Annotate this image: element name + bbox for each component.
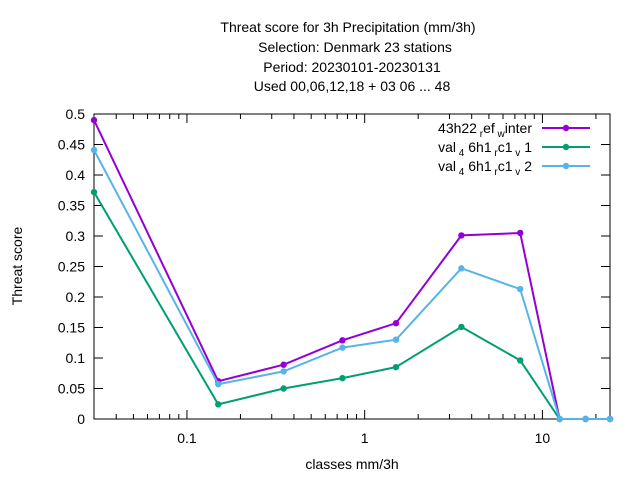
y-tick-label: 0.25 xyxy=(58,259,85,275)
data-point xyxy=(339,374,346,382)
data-point xyxy=(280,361,287,368)
data-point xyxy=(458,323,465,331)
title-line-3: Period: 20230101-20230131 xyxy=(263,59,441,75)
data-point xyxy=(215,401,222,408)
legend-label-3: val 4 6h1 rc1 v 2 xyxy=(438,158,532,178)
data-point xyxy=(392,336,400,343)
y-tick-label: 0 xyxy=(77,411,85,427)
x-tick-label: 1 xyxy=(361,430,369,446)
series-layer xyxy=(90,116,614,423)
data-point xyxy=(339,337,346,344)
y-tick-label: 0.5 xyxy=(66,106,86,122)
title-line-4: Used 00,06,12,18 + 03 06 ... 48 xyxy=(254,78,451,94)
data-point xyxy=(517,357,524,364)
data-point xyxy=(458,265,465,272)
data-point xyxy=(90,146,98,154)
plot-frame xyxy=(93,113,611,420)
y-tick-label: 0.1 xyxy=(66,350,86,366)
data-point xyxy=(392,320,400,327)
data-point xyxy=(606,415,614,423)
y-tick-labels: 0 0.05 0.1 0.15 0.2 0.25 0.3 0.35 0.4 0.45 0.5 xyxy=(58,106,85,427)
x-tick-label: 10 xyxy=(535,430,551,446)
data-point xyxy=(90,188,98,196)
data-point xyxy=(458,232,465,239)
legend-marker-3 xyxy=(562,162,570,170)
y-axis-label: Threat score xyxy=(9,226,25,305)
data-point xyxy=(339,344,346,351)
y-tick-label: 0.45 xyxy=(58,137,85,153)
x-axis-label: classes mm/3h xyxy=(305,456,398,472)
series-line-3 xyxy=(93,149,610,420)
legend-marker-1 xyxy=(562,124,570,132)
data-point xyxy=(280,385,287,392)
data-point xyxy=(582,415,589,423)
data-point xyxy=(90,116,98,124)
series-line-2 xyxy=(93,191,610,420)
legend-marker-2 xyxy=(562,143,570,151)
title-line-2: Selection: Denmark 23 stations xyxy=(258,39,452,55)
legend: 43h22 ref winter val 4 6h1 rc1 v 1 val 4… xyxy=(438,120,590,178)
y-tick-label: 0.3 xyxy=(66,228,86,244)
data-point xyxy=(517,229,524,237)
x-tick-label: 0.1 xyxy=(177,430,197,446)
data-point xyxy=(215,381,222,388)
legend-label-2: val 4 6h1 rc1 v 1 xyxy=(438,139,532,159)
data-point xyxy=(556,415,563,423)
title-line-1: Threat score for 3h Precipitation (mm/3h… xyxy=(220,19,475,35)
chart-title: Threat score for 3h Precipitation (mm/3h… xyxy=(220,19,475,94)
axis-ticks xyxy=(94,113,610,420)
data-point xyxy=(517,285,524,293)
y-tick-label: 0.2 xyxy=(66,289,86,305)
legend-label-1: 43h22 ref winter xyxy=(438,120,532,140)
x-tick-labels: 0.1 1 10 xyxy=(177,430,550,446)
data-point xyxy=(280,368,287,375)
y-tick-label: 0.4 xyxy=(66,167,86,183)
data-point xyxy=(392,363,400,371)
series-line-1 xyxy=(93,119,610,420)
y-tick-label: 0.05 xyxy=(58,381,85,397)
y-tick-label: 0.15 xyxy=(58,320,85,336)
y-tick-label: 0.35 xyxy=(58,198,85,214)
